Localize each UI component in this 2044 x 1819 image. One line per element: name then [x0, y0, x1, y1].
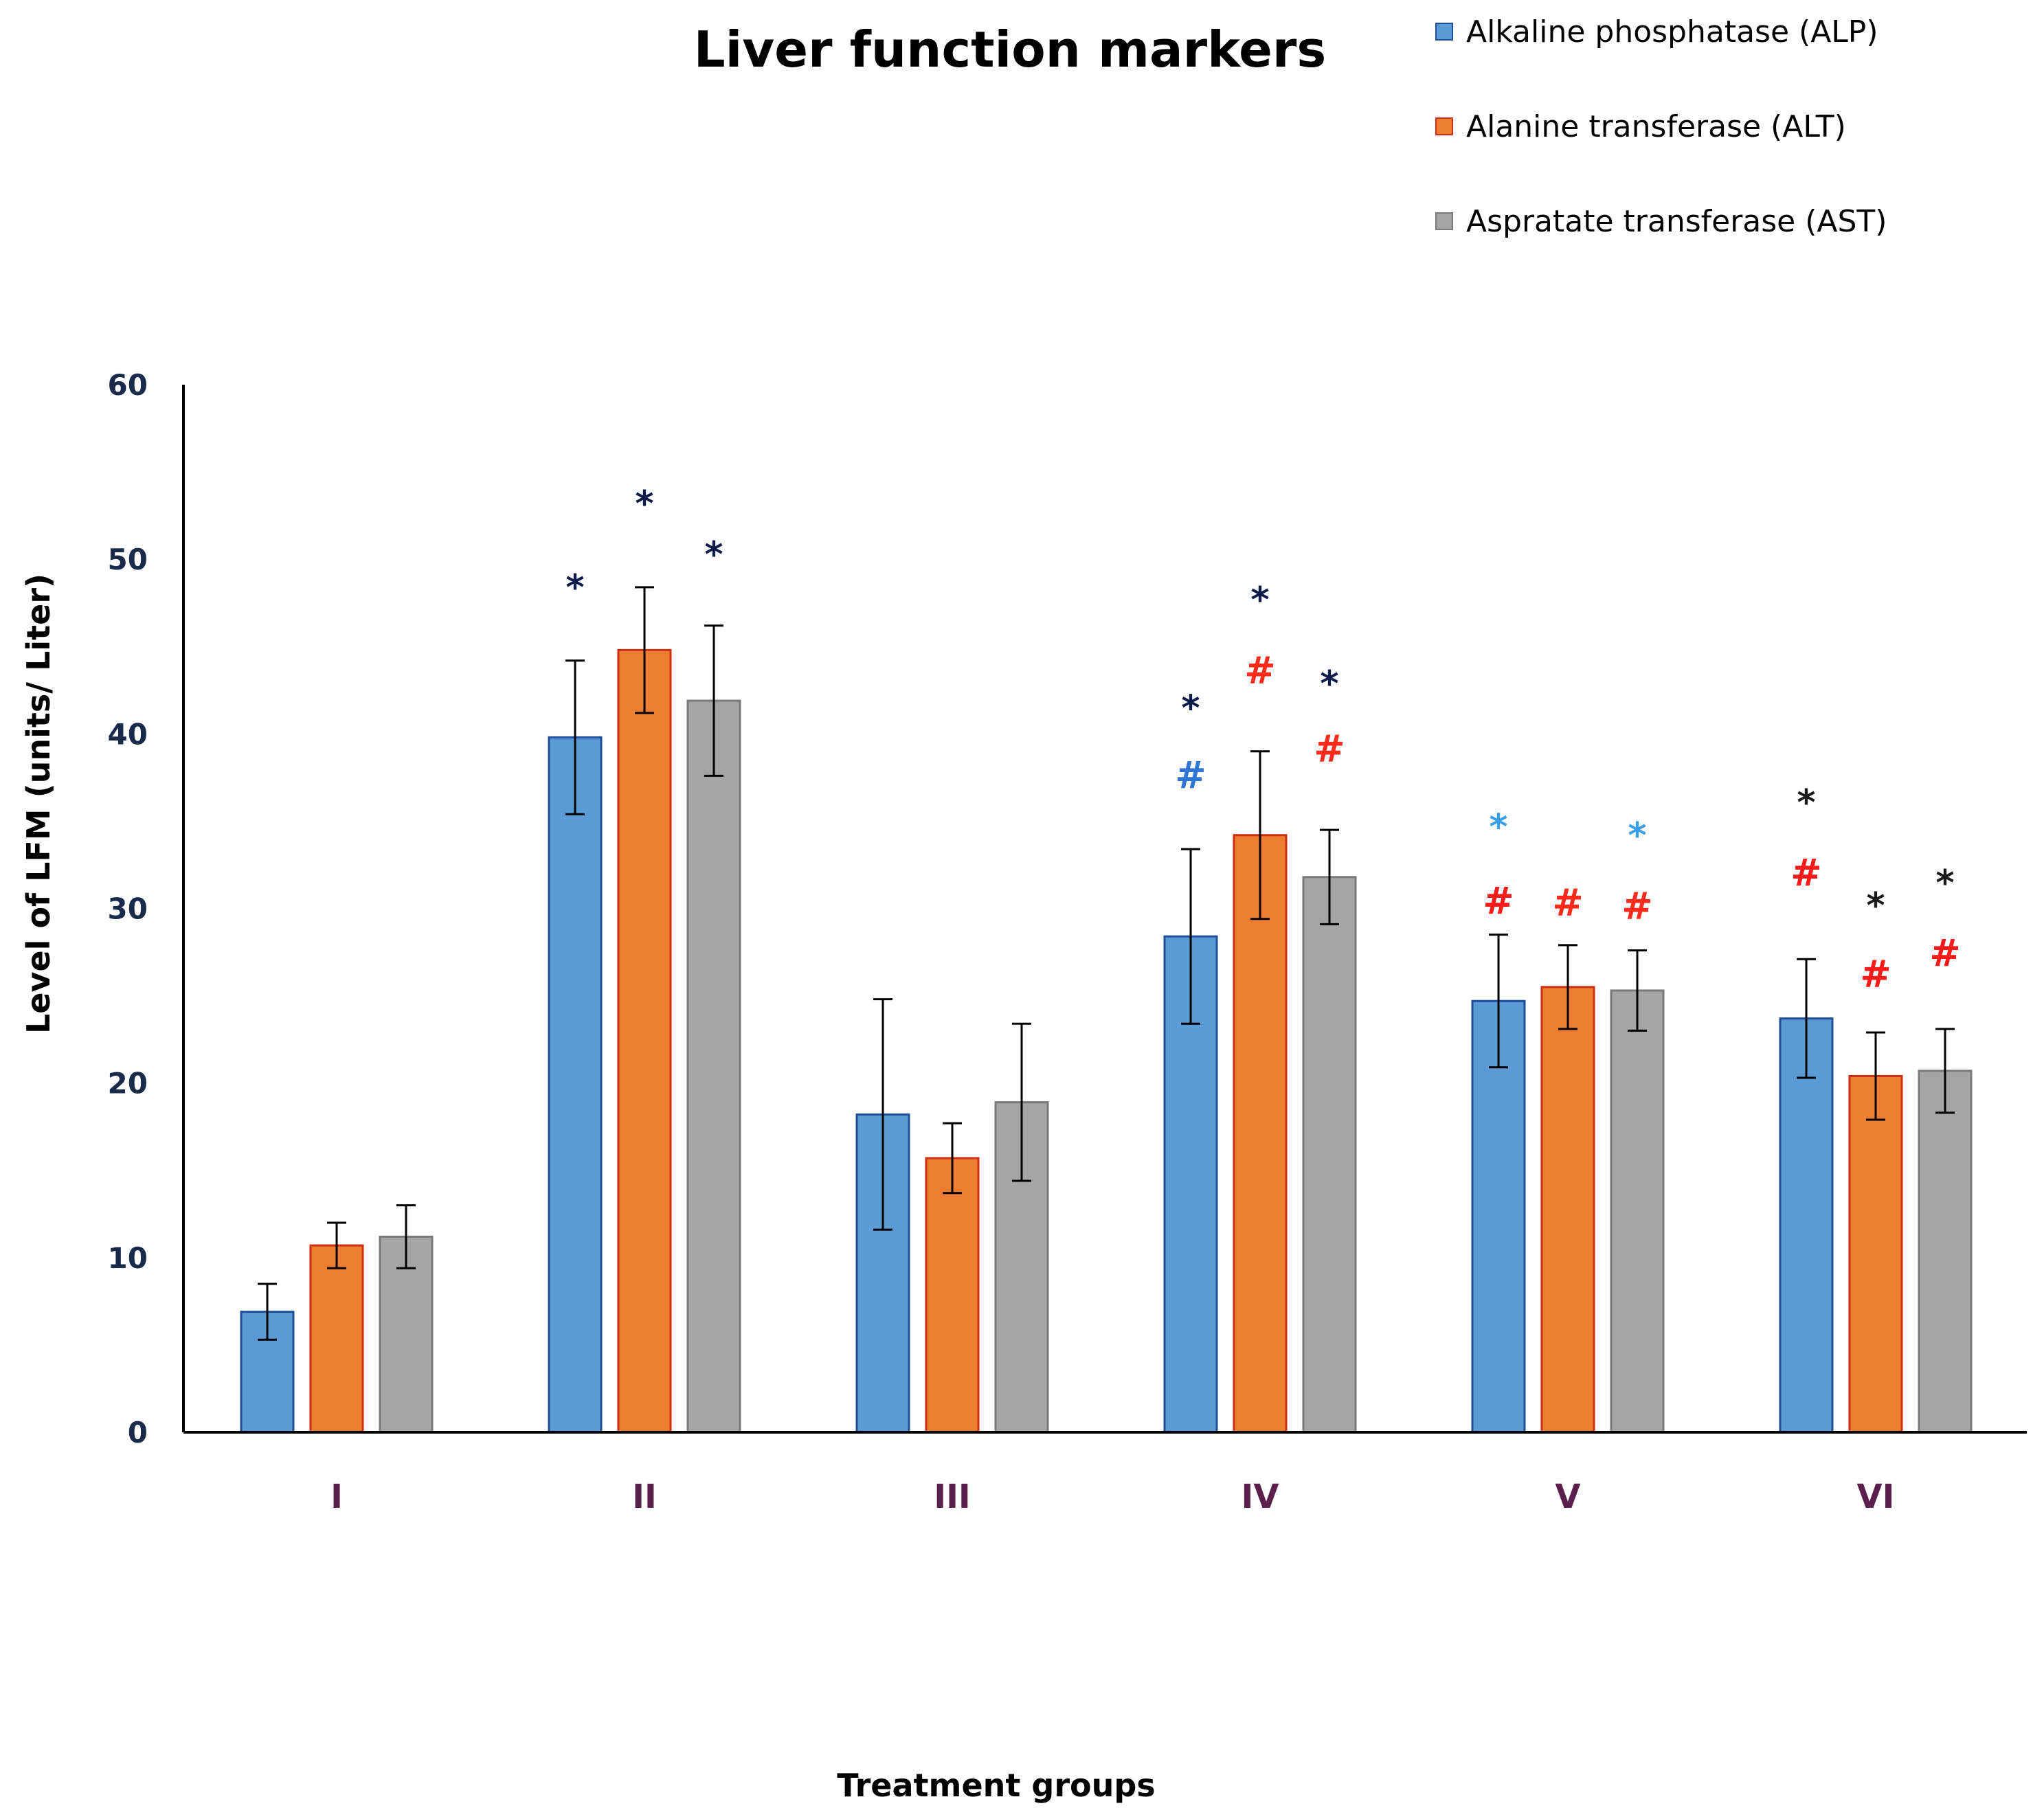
significance-hash: # [1552, 881, 1583, 924]
legend-item: Alkaline phosphatase (ALP) [1435, 14, 1878, 49]
bar [309, 1244, 364, 1434]
significance-star: * [635, 484, 653, 525]
y-axis-ticks: 0 10 20 30 40 50 60 [108, 368, 148, 1449]
x-tick-label: III [934, 1478, 971, 1516]
error-bar [565, 659, 585, 815]
significance-star: * [1181, 688, 1200, 730]
significance-hash: # [1790, 851, 1821, 894]
bar [925, 1157, 980, 1434]
y-tick-label: 40 [108, 717, 148, 751]
bar [548, 736, 603, 1434]
y-tick-label: 10 [108, 1241, 148, 1275]
legend-label: Alkaline phosphatase (ALP) [1466, 14, 1878, 49]
significance-star: * [1489, 806, 1507, 848]
bar [1233, 834, 1288, 1434]
error-bars [258, 586, 1955, 1341]
significance-hash: # [1621, 884, 1652, 927]
legend-item: Aspratate transferase (AST) [1435, 204, 1887, 239]
legend-swatch [1435, 117, 1453, 135]
legend: Alkaline phosphatase (ALP) Alanine transf… [1435, 14, 1887, 239]
error-bar [1935, 1028, 1955, 1114]
legend-item: Alanine transferase (ALT) [1435, 109, 1846, 144]
legend-label: Aspratate transferase (AST) [1466, 204, 1887, 239]
significance-hash: # [1314, 727, 1345, 771]
legend-swatch [1435, 212, 1453, 230]
error-bar [1558, 944, 1577, 1030]
error-bar [943, 1122, 962, 1195]
error-bar [1628, 949, 1647, 1032]
significance-star: * [1935, 863, 1954, 904]
legend-swatch [1435, 23, 1453, 41]
y-axis-title: Level of LFM (units/ Liter) [20, 574, 57, 1034]
y-tick-label: 0 [128, 1416, 148, 1449]
significance-star: * [1866, 885, 1885, 927]
error-bar [635, 586, 654, 714]
significance-star: * [1250, 580, 1269, 621]
y-tick-label: 20 [108, 1067, 148, 1100]
error-bar [1012, 1022, 1031, 1182]
x-tick-label: VI [1856, 1478, 1894, 1516]
bar [1779, 1017, 1834, 1434]
error-bar [1797, 958, 1816, 1079]
y-tick-label: 60 [108, 368, 148, 402]
significance-hash: # [1175, 754, 1206, 797]
x-tick-label: II [632, 1478, 657, 1516]
significance-star: * [704, 534, 723, 576]
bar [1848, 1075, 1903, 1434]
chart-title: Liver function markers [694, 21, 1327, 78]
significance-hash: # [1244, 648, 1275, 692]
error-bar [704, 624, 723, 777]
bar [617, 648, 672, 1434]
bar [1610, 989, 1665, 1434]
bar [1471, 999, 1526, 1434]
bar [1540, 986, 1595, 1434]
x-axis-title: Treatment groups [837, 1767, 1155, 1804]
bars [240, 648, 1973, 1434]
x-axis-category-labels: I II III IV V VI [330, 1478, 1894, 1516]
bar [1918, 1070, 1973, 1434]
x-tick-label: V [1555, 1478, 1580, 1516]
legend-label: Alanine transferase (ALT) [1466, 109, 1846, 144]
error-bar [1489, 934, 1508, 1069]
significance-markers: * * * * # * # * # * # # * # * # * # * # [565, 484, 1960, 995]
error-bar [1320, 828, 1339, 925]
significance-star: * [1628, 815, 1646, 857]
x-tick-label: IV [1241, 1478, 1279, 1516]
error-bar [258, 1283, 277, 1341]
significance-hash: # [1860, 953, 1891, 996]
error-bar [1866, 1031, 1885, 1121]
error-bar [1250, 750, 1270, 920]
significance-star: * [565, 567, 584, 609]
error-bar [396, 1204, 416, 1269]
significance-star: * [1320, 664, 1338, 705]
error-bar [873, 998, 892, 1231]
error-bar [327, 1221, 346, 1269]
error-bar [1181, 848, 1200, 1025]
y-tick-label: 50 [108, 543, 148, 576]
y-tick-label: 30 [108, 892, 148, 926]
significance-star: * [1797, 782, 1815, 824]
significance-hash: # [1483, 879, 1514, 923]
x-tick-label: I [330, 1478, 343, 1516]
bar [1302, 876, 1357, 1434]
significance-hash: # [1929, 931, 1960, 975]
bar [686, 699, 741, 1434]
